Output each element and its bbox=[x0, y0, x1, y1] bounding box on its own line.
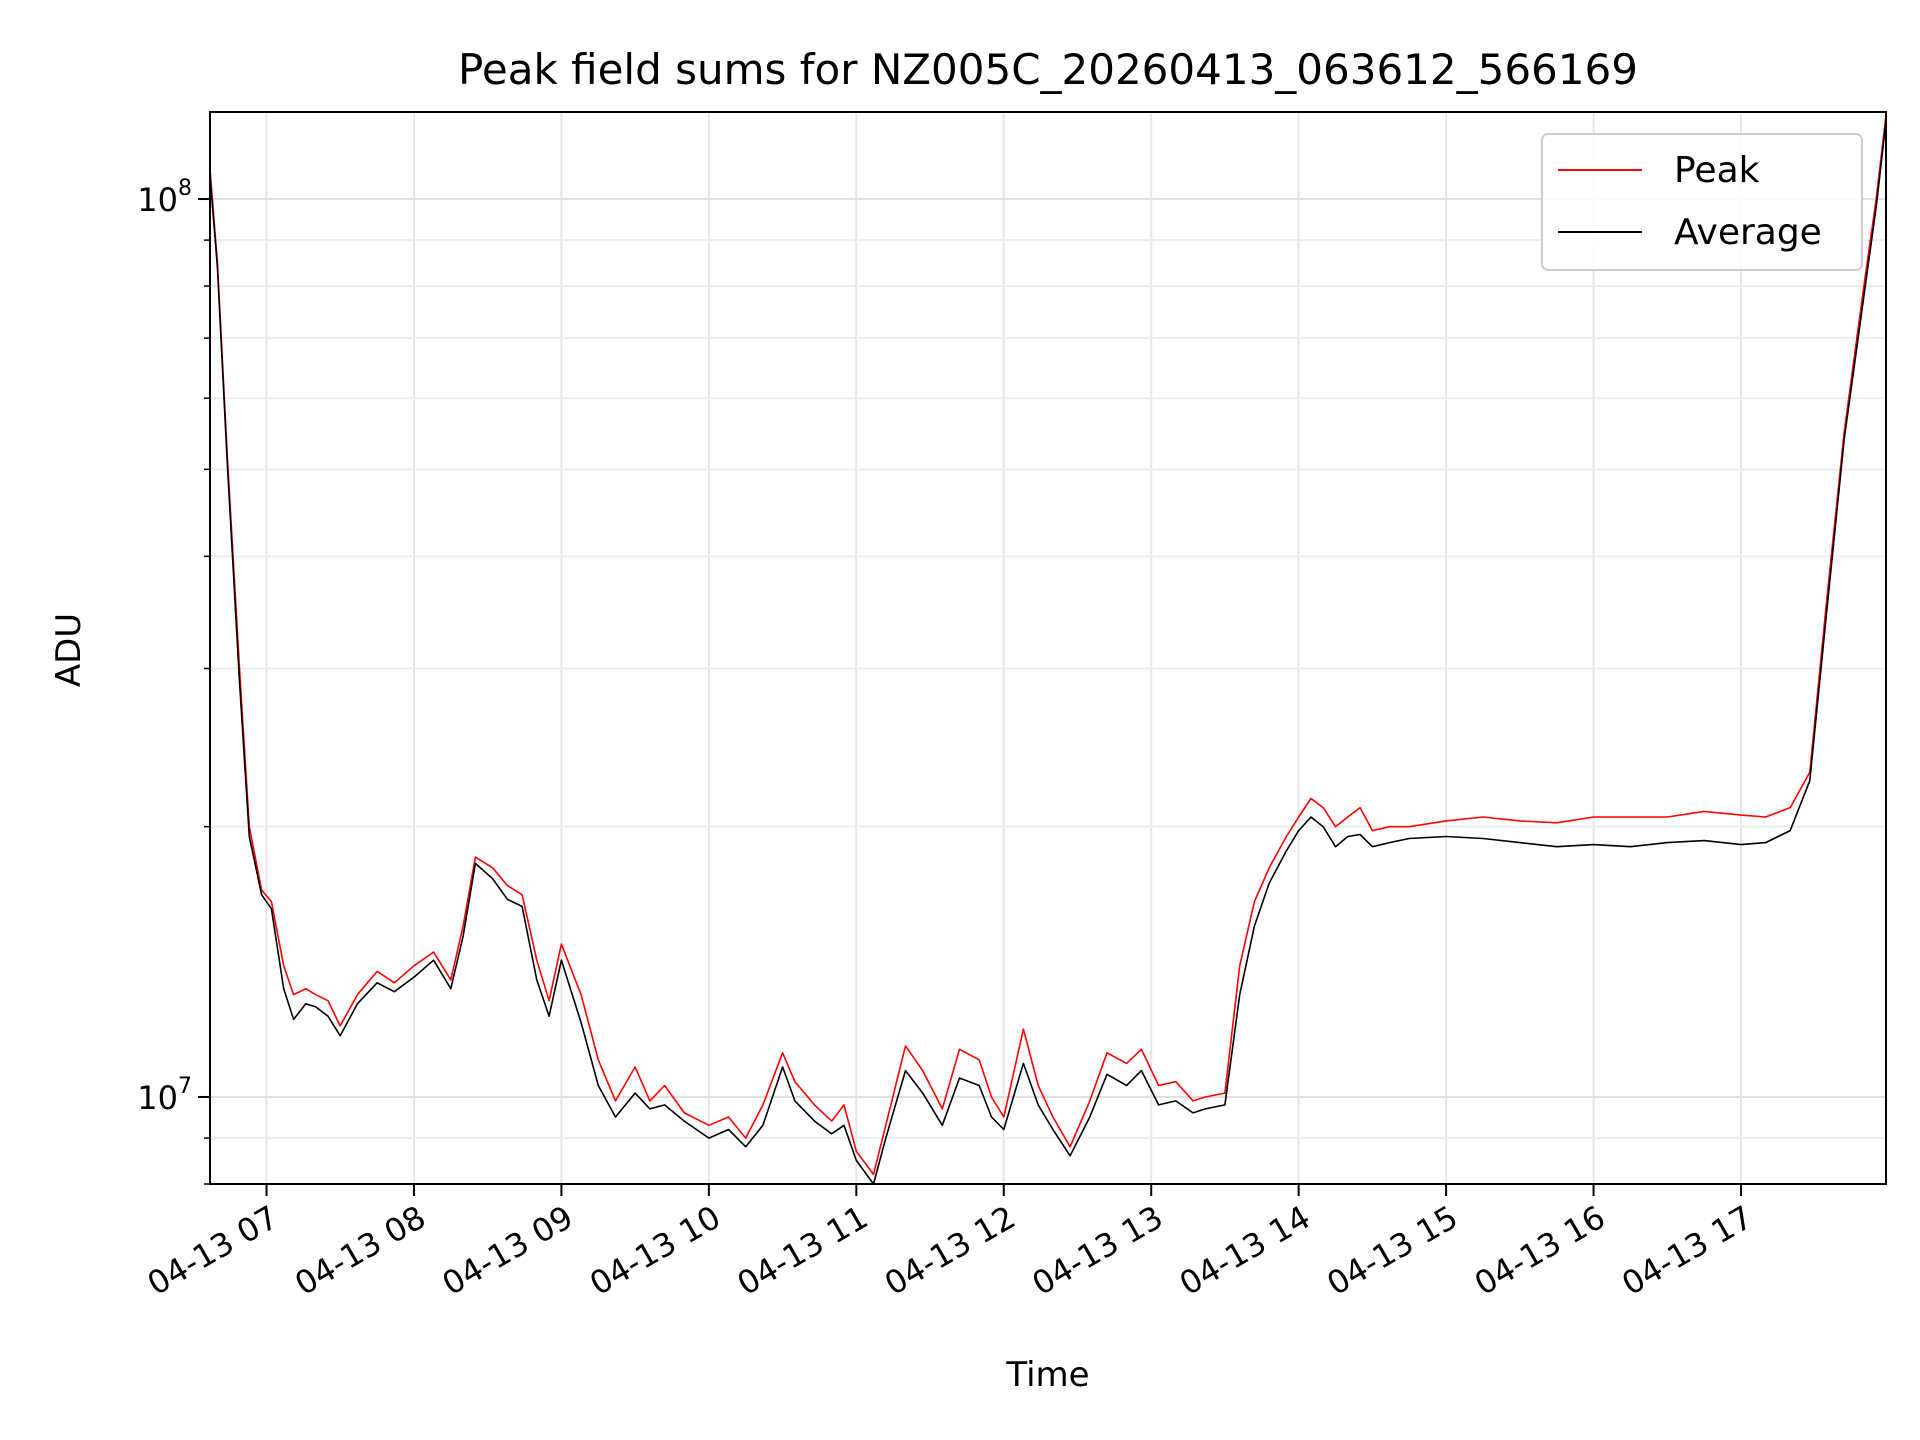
plot-frame bbox=[209, 111, 1887, 1185]
chart-title: Peak field sums for NZ005C_20260413_0636… bbox=[458, 45, 1638, 94]
x-axis-label: Time bbox=[1005, 1355, 1089, 1395]
y-ticks: 107 108 bbox=[137, 176, 210, 1185]
y-tick-label: 108 bbox=[137, 176, 192, 219]
series-lines bbox=[209, 115, 1887, 1185]
legend-box bbox=[1541, 133, 1863, 271]
series-peak-line bbox=[209, 115, 1887, 1176]
legend-average-label: Average bbox=[1674, 212, 1822, 253]
y-axis-label: ADU bbox=[49, 613, 89, 687]
y-tick-label: 107 bbox=[137, 1074, 192, 1117]
legend-peak-label: Peak bbox=[1674, 150, 1760, 191]
grid bbox=[210, 112, 1886, 1185]
series-average-line bbox=[209, 121, 1887, 1185]
legend: Peak Average bbox=[1541, 133, 1863, 271]
